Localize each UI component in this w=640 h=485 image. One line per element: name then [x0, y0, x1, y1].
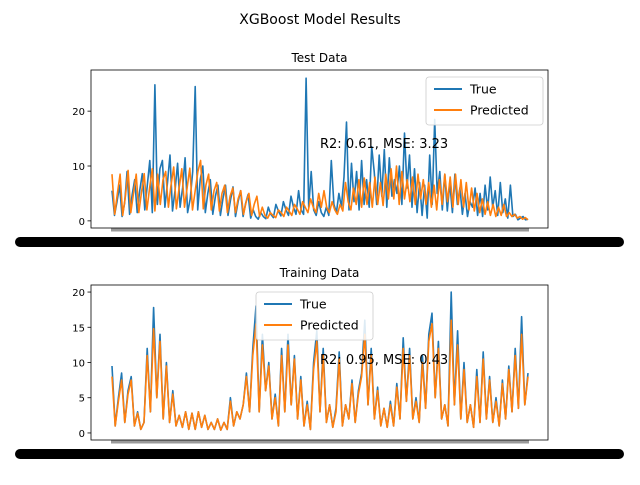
legend: True Predicted — [255, 291, 374, 341]
training-data-panel: Training Data 0 5 10 15 20 R2: 0.95, MSE: 0.43… — [15, 266, 624, 459]
legend-label: Predicted — [470, 103, 529, 118]
legend-label: Predicted — [300, 318, 359, 333]
legend-label: True — [469, 82, 497, 97]
series-line-predicted — [111, 319, 529, 431]
panel-title: Training Data — [279, 266, 360, 280]
axes-frame — [90, 69, 549, 229]
x-tick-marks — [111, 440, 529, 444]
figure-suptitle: XGBoost Model Results — [239, 12, 400, 28]
panel-title: Test Data — [290, 51, 347, 65]
x-tick-labels — [15, 237, 624, 247]
y-tick-label: 10 — [72, 162, 85, 173]
metrics-annotation: R2: 0.61, MSE: 3.23 — [320, 137, 448, 152]
x-tick-marks — [111, 228, 529, 232]
y-tick-label: 20 — [72, 107, 85, 118]
y-tick-label: 0 — [79, 217, 85, 228]
x-tick-labels — [15, 449, 624, 459]
metrics-annotation: R2: 0.95, MSE: 0.43 — [320, 353, 448, 368]
y-tick-label: 15 — [72, 323, 85, 334]
y-tick-label: 0 — [79, 429, 85, 440]
test-data-panel: Test Data 0 10 20 R2: 0.61, MSE: 3.23 True Pre… — [15, 51, 624, 247]
legend: True Predicted — [425, 76, 544, 126]
y-tick-label: 10 — [72, 359, 85, 370]
series-line-predicted — [111, 159, 529, 221]
y-tick-label: 5 — [79, 394, 85, 405]
legend-label: True — [299, 297, 327, 312]
y-tick-label: 20 — [72, 288, 85, 299]
